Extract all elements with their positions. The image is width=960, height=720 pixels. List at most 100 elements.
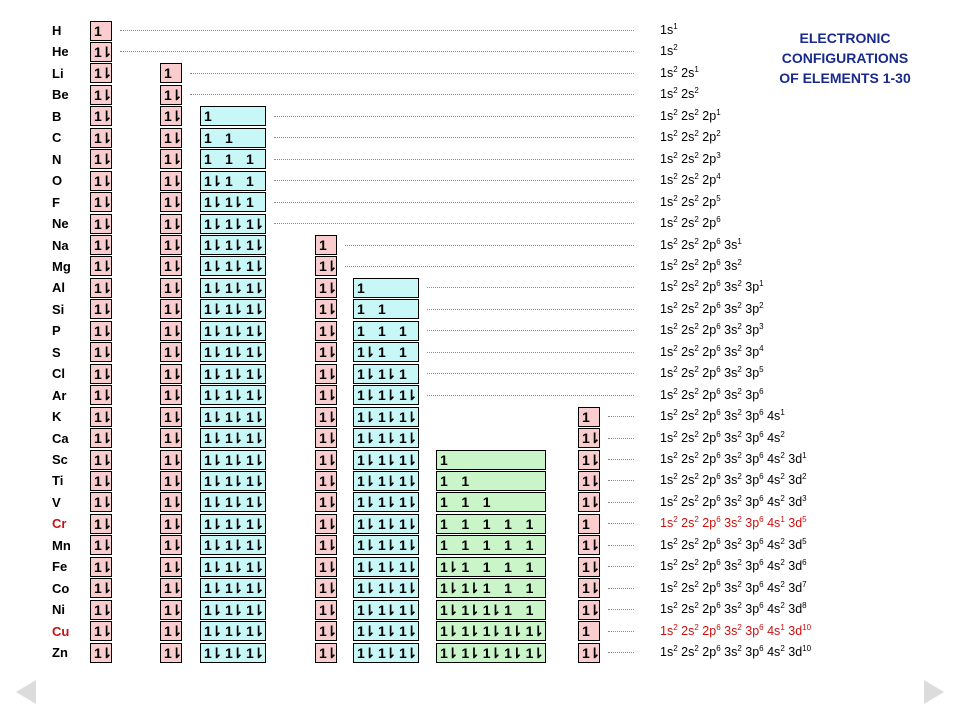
electron-pair: 1 — [204, 151, 212, 168]
electron-configuration: 1s2 2s2 2p6 3s2 3p6 4s2 3d10 — [660, 642, 890, 663]
electron-count: 2 — [737, 515, 742, 525]
config-term: 1s2 — [660, 644, 678, 660]
electron-pair: 1 — [440, 515, 448, 532]
electron-count: 1 — [716, 107, 721, 117]
electron-pair: 1⇂ — [225, 472, 244, 489]
electron-pair: 1⇂ — [225, 237, 244, 253]
electron-count: 5 — [759, 365, 764, 375]
electron-count: 2 — [673, 86, 678, 96]
electron-count: 2 — [673, 150, 678, 160]
electron-count: 6 — [716, 300, 721, 310]
orbital-box-2s: 1⇂ — [160, 320, 183, 341]
element-symbol: Ar — [52, 387, 67, 403]
config-term: 2p6 — [702, 493, 721, 509]
orbital-box-2p: 1⇂ 1⇂ 1⇂ — [200, 320, 266, 341]
orbital-box-2p: 1⇂ 1⇂ 1⇂ — [200, 470, 266, 491]
element-symbol: Cr — [52, 516, 67, 532]
orbital-box-2p: 1⇂ 1⇂ 1⇂ — [200, 406, 266, 427]
electron-pair: 1⇂ — [378, 580, 397, 597]
orbital-box-3s: 1⇂ — [315, 556, 338, 577]
config-term: 1s2 — [660, 279, 678, 295]
electron-pair: 1⇂ — [319, 258, 338, 275]
config-term: 4s1 — [767, 515, 785, 531]
electron-pair: 1⇂ — [319, 301, 338, 318]
electron-configuration: 1s2 2s2 2p6 3s2 3p2 — [660, 299, 890, 320]
element-symbol: Si — [52, 301, 65, 317]
electron-pair: 1⇂ — [225, 258, 244, 275]
electron-pair: 1 — [357, 279, 365, 296]
electron-count: 2 — [694, 515, 699, 525]
orbital-box-1s: 1⇂ — [90, 492, 113, 513]
config-term: 2s2 — [681, 257, 699, 273]
orbital-box-3s: 1⇂ — [315, 492, 338, 513]
orbital-box-4s: 1⇂ — [578, 578, 601, 599]
config-term: 2s2 — [681, 644, 699, 660]
leader-line — [608, 501, 634, 503]
orbital-box-1s: 1⇂ — [90, 213, 113, 234]
orbital-box-4s: 1⇂ — [578, 470, 601, 491]
orbital-box-4s: 1⇂ — [578, 492, 601, 513]
electron-count: 6 — [759, 493, 764, 503]
electron-pair: 1⇂ — [461, 580, 480, 597]
electron-count: 2 — [780, 558, 785, 568]
config-term: 2p6 — [702, 558, 721, 574]
config-term: 3p6 — [745, 408, 764, 424]
config-term: 2p6 — [702, 257, 721, 273]
electron-count: 2 — [694, 279, 699, 289]
orbital-box-3d: 1⇂ 1 1 1 1 — [436, 556, 546, 577]
orbital-box-3p: 1⇂ 1⇂ 1⇂ — [353, 492, 419, 513]
electron-pair: 1⇂ — [246, 601, 265, 618]
config-term: 1s2 — [660, 43, 678, 59]
electron-pair: 1 — [399, 365, 407, 382]
orbital-box-3s: 1⇂ — [315, 385, 338, 406]
electron-count: 6 — [716, 644, 721, 654]
electron-pair: 1⇂ — [246, 365, 265, 382]
orbital-box-3p: 1⇂ 1⇂ 1⇂ — [353, 578, 419, 599]
orbital-box-1s: 1⇂ — [90, 170, 113, 191]
orbital-box-2s: 1⇂ — [160, 363, 183, 384]
leader-line — [608, 523, 634, 525]
leader-line — [427, 373, 634, 375]
orbital-box-3s: 1⇂ — [315, 470, 338, 491]
electron-pair: 1⇂ — [94, 408, 113, 425]
electron-count: 2 — [737, 365, 742, 375]
config-term: 2p6 — [702, 279, 721, 295]
electron-count: 2 — [780, 493, 785, 503]
electron-count: 2 — [694, 408, 699, 418]
config-term: 1s2 — [660, 150, 678, 166]
orbital-box-1s: 1⇂ — [90, 342, 113, 363]
config-term: 3s2 — [724, 279, 742, 295]
electron-pair: 1⇂ — [164, 580, 183, 597]
electron-count: 2 — [694, 300, 699, 310]
electron-pair: 1⇂ — [94, 279, 113, 296]
element-symbol: N — [52, 151, 62, 167]
config-term: 2p5 — [702, 193, 721, 209]
electron-pair: 1 — [378, 344, 386, 361]
electron-pair: 1 — [525, 558, 534, 575]
next-slide-icon[interactable] — [924, 680, 944, 704]
config-term: 2p6 — [702, 601, 721, 617]
electron-count: 2 — [673, 172, 678, 182]
electron-count: 2 — [780, 644, 785, 654]
electron-pair: 1⇂ — [378, 601, 397, 618]
electron-pair: 1 — [482, 494, 491, 511]
orbital-box-2s: 1⇂ — [160, 556, 183, 577]
electron-configuration: 1s2 2s2 2p6 3s2 3p6 4s2 3d1 — [660, 449, 890, 470]
electron-count: 6 — [759, 429, 764, 439]
electron-pair: 1⇂ — [378, 494, 397, 511]
config-term: 3s2 — [724, 365, 742, 381]
electron-pair: 1⇂ — [399, 558, 418, 575]
config-term: 2p6 — [702, 343, 721, 359]
electron-pair: 1⇂ — [319, 365, 338, 382]
config-term: 2s2 — [681, 129, 699, 145]
orbital-box-3s: 1⇂ — [315, 578, 338, 599]
electron-count: 4 — [759, 343, 764, 353]
element-symbol: S — [52, 344, 61, 360]
orbital-box-2p: 1⇂ 1⇂ 1⇂ — [200, 277, 266, 298]
electron-pair: 1⇂ — [482, 601, 502, 618]
config-term: 3p2 — [745, 300, 764, 316]
electron-configuration: 1s2 2s2 2p6 3s2 3p6 4s1 3d5 — [660, 513, 890, 534]
previous-slide-icon[interactable] — [16, 680, 36, 704]
electron-count: 2 — [716, 129, 721, 139]
element-symbol: Cl — [52, 366, 65, 382]
